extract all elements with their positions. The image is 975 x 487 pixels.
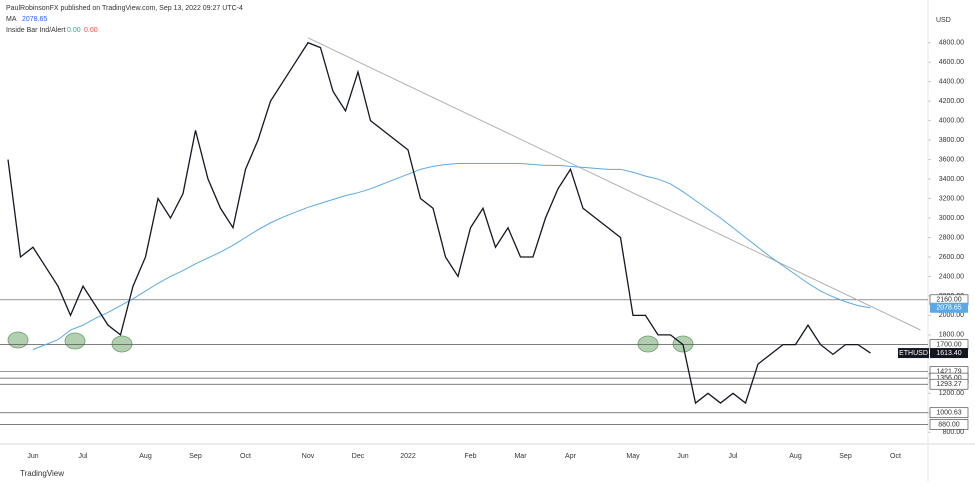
x-tick-label: Mar xyxy=(514,453,527,460)
y-tick-label: 3400.00 xyxy=(939,176,964,183)
level-label: 1356.00 xyxy=(936,375,961,382)
support-markers xyxy=(7,331,694,353)
support-marker xyxy=(111,335,133,353)
y-tick-label: 4400.00 xyxy=(939,79,964,86)
x-tick-label: Jul xyxy=(79,453,88,460)
symbol-tag xyxy=(898,348,929,359)
x-tick-label: Oct xyxy=(240,453,251,460)
level-label: 1293.27 xyxy=(936,381,961,388)
x-tick-label: Nov xyxy=(302,453,315,460)
x-tick-label: Oct xyxy=(890,453,901,460)
y-tick-label: 3600.00 xyxy=(939,156,964,163)
y-tick-label: 4800.00 xyxy=(939,40,964,47)
x-tick-label: Aug xyxy=(139,453,152,460)
trendline xyxy=(307,37,921,331)
level-label: 880.00 xyxy=(938,421,960,428)
x-tick-label: Jun xyxy=(27,453,38,460)
x-tick-label: 2022 xyxy=(400,453,416,460)
price-tag-label: 2078.65 xyxy=(936,305,961,312)
y-tick-label: 4200.00 xyxy=(939,98,964,105)
price-tag xyxy=(930,302,968,313)
x-tick-label: Aug xyxy=(789,453,802,460)
x-tick-label: Jul xyxy=(729,453,738,460)
x-tick-label: Sep xyxy=(189,453,202,460)
logo: TradingView xyxy=(20,469,64,478)
indicator-value: 0.00 xyxy=(84,27,98,34)
level-label: 1421.79 xyxy=(936,369,961,376)
symbol-label: ETHUSD xyxy=(899,350,928,357)
y-tick-label: 2800.00 xyxy=(939,234,964,241)
ma-legend-name: MA xyxy=(6,16,17,23)
support-marker xyxy=(64,332,86,350)
publish-info: PaulRobinsonFX published on TradingView.… xyxy=(6,5,243,12)
indicator-name: Inside Bar Ind/Alert xyxy=(6,27,66,34)
price-tag-label: 1613.40 xyxy=(936,350,961,357)
level-tag xyxy=(929,419,969,430)
level-label: 1700.00 xyxy=(936,341,961,348)
x-tick-label: Apr xyxy=(565,453,577,460)
level-tag xyxy=(929,407,969,419)
y-tick-label: 4600.00 xyxy=(939,59,964,66)
y-tick-label: 2400.00 xyxy=(939,273,964,280)
currency: USD xyxy=(936,17,951,24)
price-line xyxy=(7,41,871,405)
level-label: 1000.63 xyxy=(936,410,961,417)
y-tick-label: 800.00 xyxy=(943,429,965,436)
y-tick-label: 2000.00 xyxy=(939,312,964,319)
y-tick-label: 1200.00 xyxy=(939,390,964,397)
ma-line xyxy=(32,162,871,350)
x-tick-label: Jun xyxy=(677,453,688,460)
support-marker xyxy=(7,331,29,349)
y-tick-label: 2600.00 xyxy=(939,254,964,261)
x-tick-label: May xyxy=(626,453,640,460)
y-tick-label: 4000.00 xyxy=(939,117,964,124)
level-label: 2160.00 xyxy=(936,297,961,304)
x-tick-label: Sep xyxy=(839,453,852,460)
x-tick-label: Feb xyxy=(464,453,476,460)
y-tick-label: 3200.00 xyxy=(939,195,964,202)
y-tick-label: 3800.00 xyxy=(939,137,964,144)
price-tag xyxy=(930,348,968,359)
y-tick-label: 3000.00 xyxy=(939,215,964,222)
x-tick-label: Dec xyxy=(352,453,365,460)
y-tick-label: 1800.00 xyxy=(939,332,964,339)
support-marker xyxy=(637,335,659,353)
indicator-value: 0.00 xyxy=(67,27,81,34)
ma-legend-value: 2078.65 xyxy=(22,16,47,23)
level-tag xyxy=(929,378,969,390)
